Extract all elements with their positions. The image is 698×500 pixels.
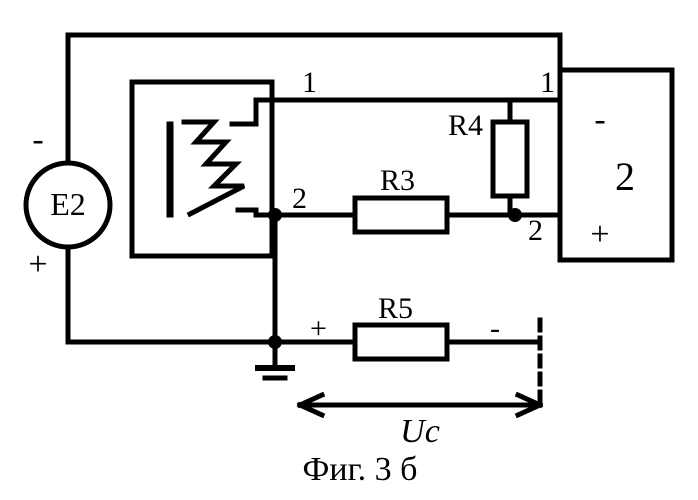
sensor-block <box>132 82 272 256</box>
resistor-r3 <box>355 198 447 232</box>
meter-minus: - <box>594 101 605 138</box>
r5-label: R5 <box>378 292 413 325</box>
pin2-left-label: 2 <box>292 182 307 215</box>
pin1-left-label: 1 <box>302 66 317 99</box>
figure-caption: Фиг. 3 б <box>303 451 418 488</box>
meter-plus: + <box>590 216 609 253</box>
resistor-r5 <box>355 325 447 359</box>
r5-minus: - <box>490 312 500 345</box>
pin2-right-label: 2 <box>528 214 543 247</box>
source-label: E2 <box>50 186 86 222</box>
r3-label: R3 <box>380 164 415 197</box>
circuit-diagram: E2 - + 1 1 2 2 R3 R4 R5 + - - 2 + Uc Фиг… <box>0 0 698 500</box>
pin1-right-label: 1 <box>540 66 555 99</box>
source-plus: + <box>28 246 47 283</box>
r5-plus: + <box>310 312 327 345</box>
r4-label: R4 <box>448 109 483 142</box>
resistor-r4 <box>493 122 527 196</box>
uc-label: Uc <box>400 413 440 450</box>
meter-label: 2 <box>615 154 635 199</box>
source-minus: - <box>32 121 43 158</box>
